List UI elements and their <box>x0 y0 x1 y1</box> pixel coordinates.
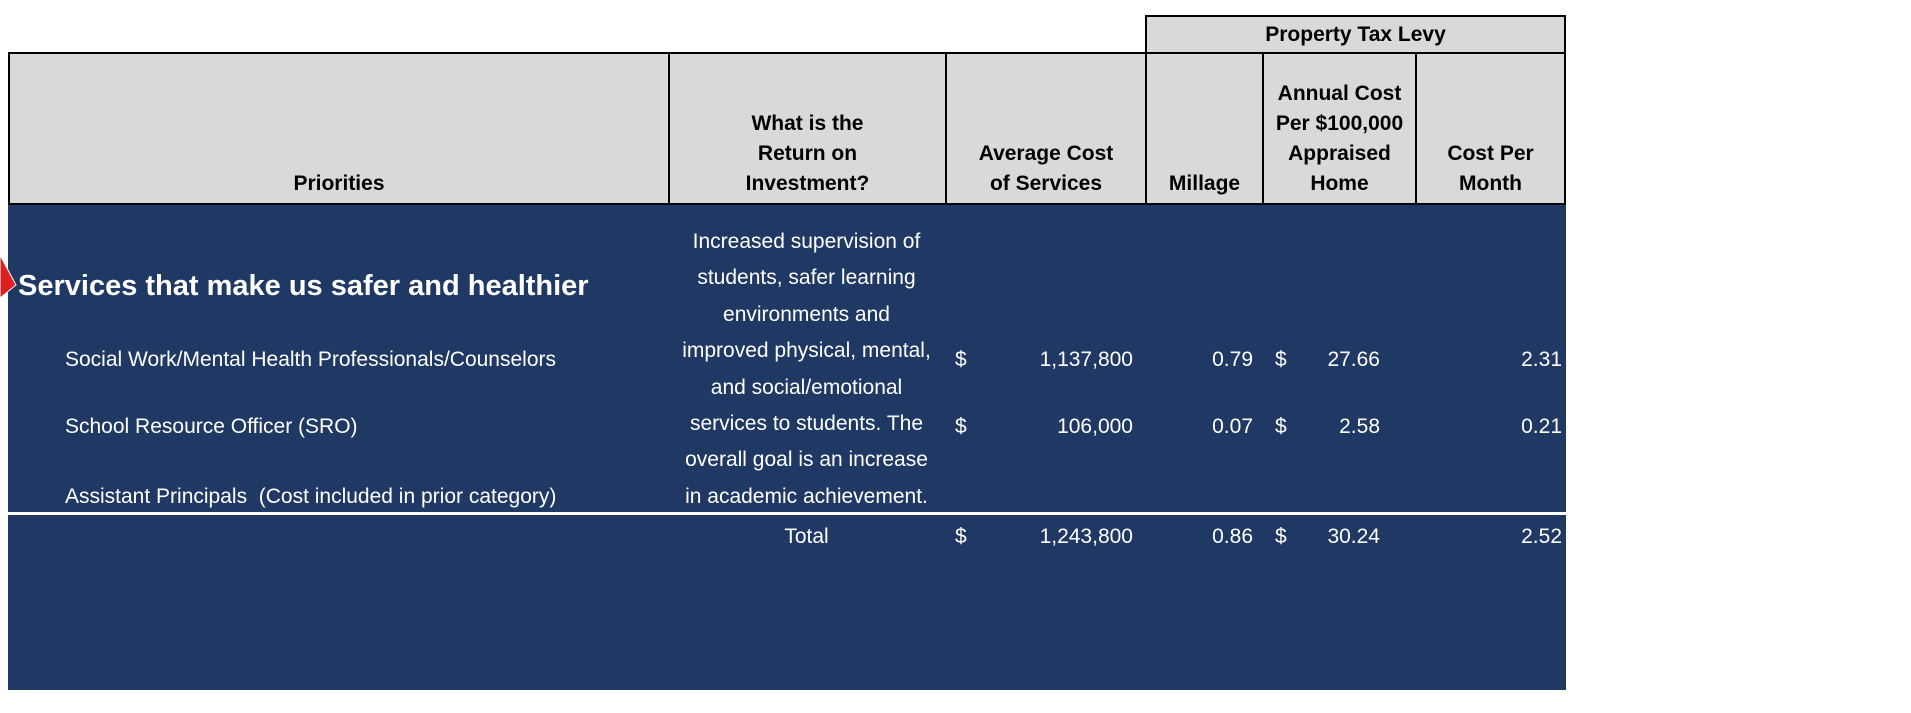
cost: 1,137,800 <box>1039 348 1133 371</box>
group-header-text: Property Tax Levy <box>1265 22 1446 46</box>
annual: 2.58 <box>1339 415 1380 438</box>
millage: 0.86 <box>1212 525 1253 548</box>
annual-symbol: $ <box>1275 525 1287 548</box>
roi-line: and social/emotional <box>710 375 903 399</box>
header-cell: Average Cost of Services <box>945 52 1147 205</box>
header-text: Cost Per Month <box>1447 142 1534 195</box>
roi-line: in academic achievement. <box>685 484 928 508</box>
header-text: Priorities <box>293 172 385 195</box>
cost: 1,243,800 <box>1039 525 1133 548</box>
annual-symbol: $ <box>1275 348 1287 371</box>
roi-line: students, safer learning <box>697 266 916 290</box>
cost-symbol: $ <box>955 415 967 438</box>
annual: 30.24 <box>1327 525 1380 548</box>
body-bg <box>8 205 1566 690</box>
cost-symbol: $ <box>955 525 967 548</box>
row-name: School Resource Officer (SRO) <box>65 415 358 438</box>
header-cell: Millage <box>1145 52 1264 205</box>
annual-symbol: $ <box>1275 415 1287 438</box>
section-title: Services that make us safer and healthie… <box>18 270 589 302</box>
header-cell: Priorities <box>8 52 670 205</box>
header-text: What is the Return on Investment? <box>745 112 870 195</box>
annual: 27.66 <box>1327 348 1380 371</box>
monthly: 2.52 <box>1521 525 1562 548</box>
header-cell: Annual Cost Per $100,000 Appraised Home <box>1262 52 1417 205</box>
group-header: Property Tax Levy <box>1145 15 1566 54</box>
roi-line: Increased supervision of <box>692 230 921 253</box>
roi-line: overall goal is an increase <box>685 448 928 472</box>
header-text: Annual Cost Per $100,000 Appraised Home <box>1275 82 1404 195</box>
cost-symbol: $ <box>955 348 967 371</box>
roi-line: services to students. The <box>689 412 924 435</box>
header-text: Millage <box>1168 172 1241 195</box>
roi-line: environments and <box>723 302 890 326</box>
monthly: 0.21 <box>1521 415 1562 438</box>
row-name: Social Work/Mental Health Professionals/… <box>65 348 556 371</box>
millage: 0.07 <box>1212 415 1253 438</box>
roi-line: improved physical, mental, <box>682 339 931 363</box>
arrow <box>0 254 17 299</box>
header-cell: Cost Per Month <box>1415 52 1566 205</box>
millage: 0.79 <box>1212 348 1253 371</box>
total-label: Total <box>784 525 829 548</box>
cost: 106,000 <box>1057 415 1133 438</box>
header-cell: What is the Return on Investment? <box>668 52 947 205</box>
monthly: 2.31 <box>1521 348 1562 371</box>
total-divider <box>8 512 1566 515</box>
row-name: Assistant Principals (Cost included in p… <box>65 485 557 508</box>
header-text: Average Cost of Services <box>978 142 1114 195</box>
